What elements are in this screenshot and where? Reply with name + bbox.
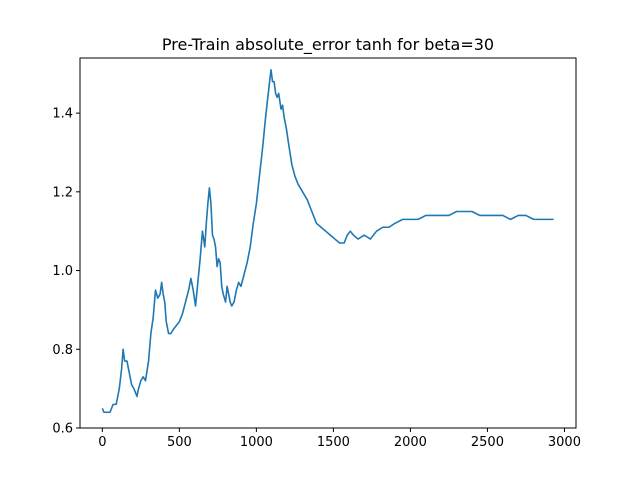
y-axis: 0.6 0.8 1.0 1.2 1.4 bbox=[52, 107, 80, 437]
y-tick-label: 1.2 bbox=[52, 185, 73, 200]
x-tick-label: 3000 bbox=[548, 435, 581, 450]
y-tick-label: 1.4 bbox=[52, 107, 73, 122]
y-tick-label: 0.8 bbox=[52, 343, 73, 358]
series-layer bbox=[101, 69, 554, 414]
x-tick-label: 500 bbox=[167, 435, 192, 450]
chart-title: Pre-Train absolute_error tanh for beta=3… bbox=[162, 35, 494, 55]
plot-area-frame bbox=[79, 57, 577, 429]
y-tick-label: 1.0 bbox=[52, 264, 73, 279]
x-tick-label: 2000 bbox=[394, 435, 427, 450]
x-tick-label: 1000 bbox=[240, 435, 273, 450]
x-tick-label: 1500 bbox=[317, 435, 350, 450]
x-axis: 0 500 1000 1500 2000 2500 3000 bbox=[98, 428, 581, 450]
x-tick-label: 0 bbox=[98, 435, 106, 450]
y-tick-label: 0.6 bbox=[52, 422, 73, 437]
series-line-0 bbox=[101, 69, 554, 414]
x-tick-label: 2500 bbox=[471, 435, 504, 450]
